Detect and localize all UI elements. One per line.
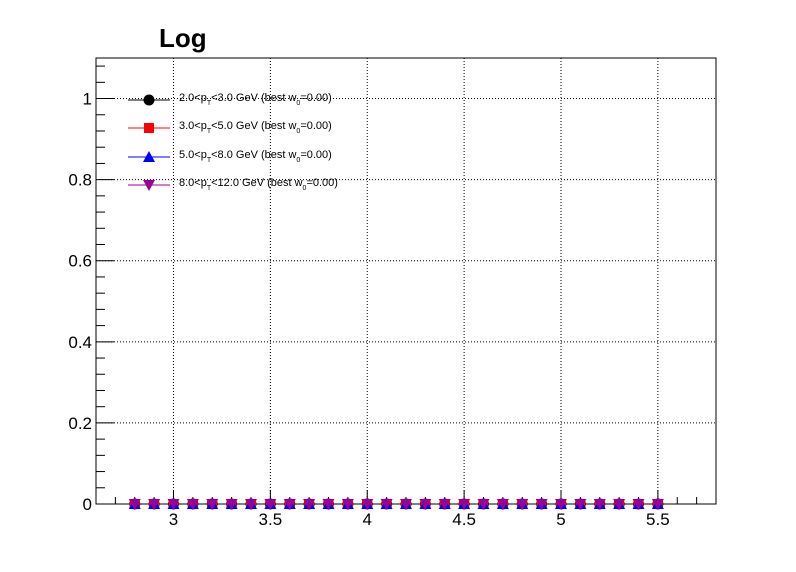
y-tick-label: 0 xyxy=(83,495,92,514)
x-tick-label: 3.5 xyxy=(259,510,283,529)
x-tick-label: 4 xyxy=(363,510,372,529)
data-point xyxy=(419,499,432,510)
data-point xyxy=(148,499,161,510)
y-tick-label: 0.2 xyxy=(68,414,92,433)
data-points xyxy=(128,498,664,510)
data-point xyxy=(516,499,529,510)
series-4 xyxy=(128,499,664,510)
legend-marker xyxy=(143,94,155,106)
data-point xyxy=(380,499,393,510)
x-tick-label: 5.5 xyxy=(646,510,670,529)
data-point xyxy=(555,499,567,510)
y-tick-label: 1 xyxy=(83,90,92,109)
data-point xyxy=(303,499,316,510)
legend-marker xyxy=(144,123,154,133)
data-point xyxy=(632,499,645,510)
data-point xyxy=(400,499,412,510)
data-point xyxy=(322,499,335,510)
data-point xyxy=(225,499,238,510)
data-point xyxy=(438,499,451,510)
data-point xyxy=(245,499,257,510)
data-point xyxy=(186,499,199,510)
data-point xyxy=(651,499,664,510)
data-point xyxy=(496,499,509,510)
legend-label: 5.0<pT<8.0 GeV (best w0=0.00) xyxy=(179,149,332,164)
legend-entry: 2.0<pT<3.0 GeV (best w0=0.00) xyxy=(128,92,332,107)
data-point xyxy=(167,499,180,510)
data-point xyxy=(574,499,587,510)
legend-label: 8.0<pT<12.0 GeV (best w0=0.00) xyxy=(179,177,338,192)
legend-marker xyxy=(143,180,155,191)
data-point xyxy=(264,499,277,510)
legend-label: 3.0<pT<5.0 GeV (best w0=0.00) xyxy=(179,120,332,135)
data-point xyxy=(477,499,490,510)
x-tick-label: 3 xyxy=(169,510,178,529)
data-point xyxy=(593,499,606,510)
data-point xyxy=(206,499,219,510)
legend-entry: 8.0<pT<12.0 GeV (best w0=0.00) xyxy=(128,177,338,192)
data-point xyxy=(361,499,374,510)
x-tick-label: 5 xyxy=(556,510,565,529)
x-tick-label: 4.5 xyxy=(452,510,476,529)
data-point xyxy=(341,499,354,510)
legend-entry: 5.0<pT<8.0 GeV (best w0=0.00) xyxy=(128,149,332,164)
y-tick-label: 0.6 xyxy=(68,252,92,271)
axes: 3 3.5 4 4.5 5 5.5 0 0.2 0.4 0.6 0.8 1 xyxy=(68,65,717,529)
legend-label: 2.0<pT<3.0 GeV (best w0=0.00) xyxy=(179,92,332,107)
data-point xyxy=(283,499,296,510)
y-tick-label: 0.4 xyxy=(68,333,92,352)
chart-title: Log xyxy=(159,23,207,53)
legend: 2.0<pT<3.0 GeV (best w0=0.00) 3.0<pT<5.0 … xyxy=(128,92,338,192)
data-point xyxy=(128,499,141,510)
data-point xyxy=(535,499,548,510)
data-point xyxy=(613,499,626,510)
legend-marker xyxy=(143,151,155,162)
legend-entry: 3.0<pT<5.0 GeV (best w0=0.00) xyxy=(128,120,332,135)
data-point xyxy=(458,499,471,510)
y-tick-label: 0.8 xyxy=(68,171,92,190)
